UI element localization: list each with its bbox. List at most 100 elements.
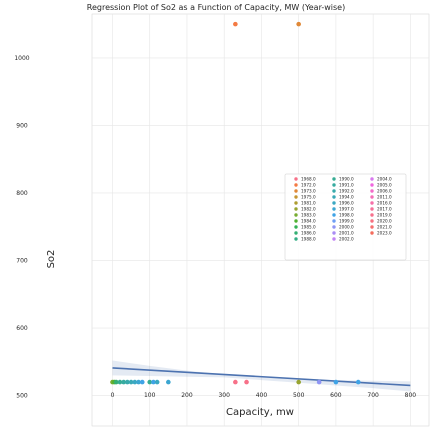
x-tick-label: 200 (181, 392, 193, 399)
x-tick-label: 500 (293, 392, 305, 399)
legend-label: 2011.0 (377, 195, 392, 200)
data-point (233, 379, 238, 385)
legend-marker (294, 237, 298, 241)
data-point (316, 379, 322, 385)
x-axis-label: Capacity, mw (226, 407, 294, 418)
data-point (147, 379, 153, 385)
x-tick-label: 100 (144, 392, 156, 399)
legend-label: 2023.0 (377, 231, 392, 236)
legend-label: 1990.0 (339, 177, 354, 182)
legend-marker (370, 219, 374, 223)
legend-label: 1975.0 (301, 195, 316, 200)
data-point (151, 379, 156, 385)
legend-marker (294, 177, 298, 181)
x-tick-label: 300 (218, 392, 230, 399)
data-point (154, 379, 160, 385)
x-tick-label: 600 (330, 392, 342, 399)
legend-label: 1992.0 (339, 189, 354, 194)
legend-marker (332, 219, 336, 223)
legend-label: 1968.0 (301, 177, 316, 182)
data-point (139, 379, 145, 385)
data-point (132, 379, 138, 385)
legend-marker (332, 189, 336, 193)
y-tick-label: 600 (16, 325, 28, 332)
data-point (166, 379, 171, 385)
y-axis-label: So2 (46, 250, 57, 269)
legend-marker (370, 213, 374, 217)
x-tick-label: 700 (367, 392, 379, 399)
legend-label: 1997.0 (339, 207, 354, 212)
legend-label: 2001.0 (339, 231, 354, 236)
y-tick-label: 500 (16, 393, 28, 400)
legend-label: 2019.0 (377, 213, 392, 218)
y-tick-label: 900 (16, 122, 28, 129)
legend: 1968.01972.01973.01975.01981.01982.01983… (284, 173, 407, 261)
legend-marker (332, 201, 336, 205)
legend-marker (332, 177, 336, 181)
legend-marker (332, 183, 336, 187)
legend-marker (370, 207, 374, 211)
legend-label: 1991.0 (339, 183, 354, 188)
legend-label: 1999.0 (339, 219, 354, 224)
legend-marker (332, 207, 336, 211)
legend-marker (370, 201, 374, 205)
legend-label: 1982.0 (301, 207, 316, 212)
legend-label: 1986.0 (301, 231, 316, 236)
legend-marker (294, 231, 298, 235)
legend-label: 1996.0 (339, 201, 354, 206)
data-point (125, 379, 130, 385)
data-point (117, 379, 123, 385)
legend-marker (332, 237, 336, 241)
legend-label: 2002.0 (339, 237, 354, 242)
legend-marker (370, 231, 374, 235)
regression-line-group (112, 367, 411, 387)
legend-label: 1998.0 (339, 213, 354, 218)
legend-label: 2021.0 (377, 225, 392, 230)
legend-label: 1973.0 (301, 189, 316, 194)
legend-marker (294, 183, 298, 187)
data-point (128, 379, 134, 385)
chart-title: Regression Plot of So2 as a Function of … (87, 3, 345, 12)
legend-label: 2017.0 (377, 207, 392, 212)
data-point (121, 379, 126, 385)
legend-marker (370, 177, 374, 181)
data-point (113, 379, 119, 385)
legend-label: 1981.0 (301, 201, 316, 206)
legend-label: 1983.0 (301, 213, 316, 218)
legend-label: 1985.0 (301, 225, 316, 230)
legend-marker (294, 195, 298, 199)
data-point (233, 21, 238, 27)
legend-marker (294, 219, 298, 223)
x-tick-label: 0 (111, 392, 115, 399)
x-tick-labels: 0 100 200 300 400 500 600 700 800 (111, 392, 417, 399)
legend-marker (370, 183, 374, 187)
legend-label: 2005.0 (377, 183, 392, 188)
legend-label: 1984.0 (301, 219, 316, 224)
legend-label: 1994.0 (339, 195, 354, 200)
legend-marker (332, 231, 336, 235)
legend-marker (294, 225, 298, 229)
data-point (296, 21, 301, 27)
data-point (136, 379, 141, 385)
y-tick-label: 700 (16, 258, 28, 265)
y-tick-label: 1000 (14, 55, 29, 62)
legend-marker (370, 189, 374, 193)
data-points (110, 21, 361, 385)
legend-label: 2004.0 (377, 177, 392, 182)
legend-marker (370, 225, 374, 229)
legend-marker (294, 213, 298, 217)
legend-label: 2006.0 (377, 189, 392, 194)
plot-area: 0 100 200 300 400 500 600 700 800 500 600 700 800 90… (14, 13, 430, 427)
x-tick-label: 400 (256, 392, 268, 399)
data-point (333, 379, 339, 385)
y-tick-label: 800 (16, 190, 28, 197)
data-point (355, 379, 361, 385)
legend-marker (294, 207, 298, 211)
legend-marker (332, 225, 336, 229)
x-tick-label: 800 (405, 392, 417, 399)
legend-marker (370, 195, 374, 199)
regression-line (112, 367, 411, 387)
data-point (244, 379, 249, 385)
legend-label: 1988.0 (301, 237, 316, 242)
